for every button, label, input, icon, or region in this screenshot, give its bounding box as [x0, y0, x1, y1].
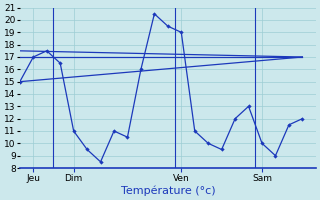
X-axis label: Température (°c): Température (°c): [121, 185, 215, 196]
